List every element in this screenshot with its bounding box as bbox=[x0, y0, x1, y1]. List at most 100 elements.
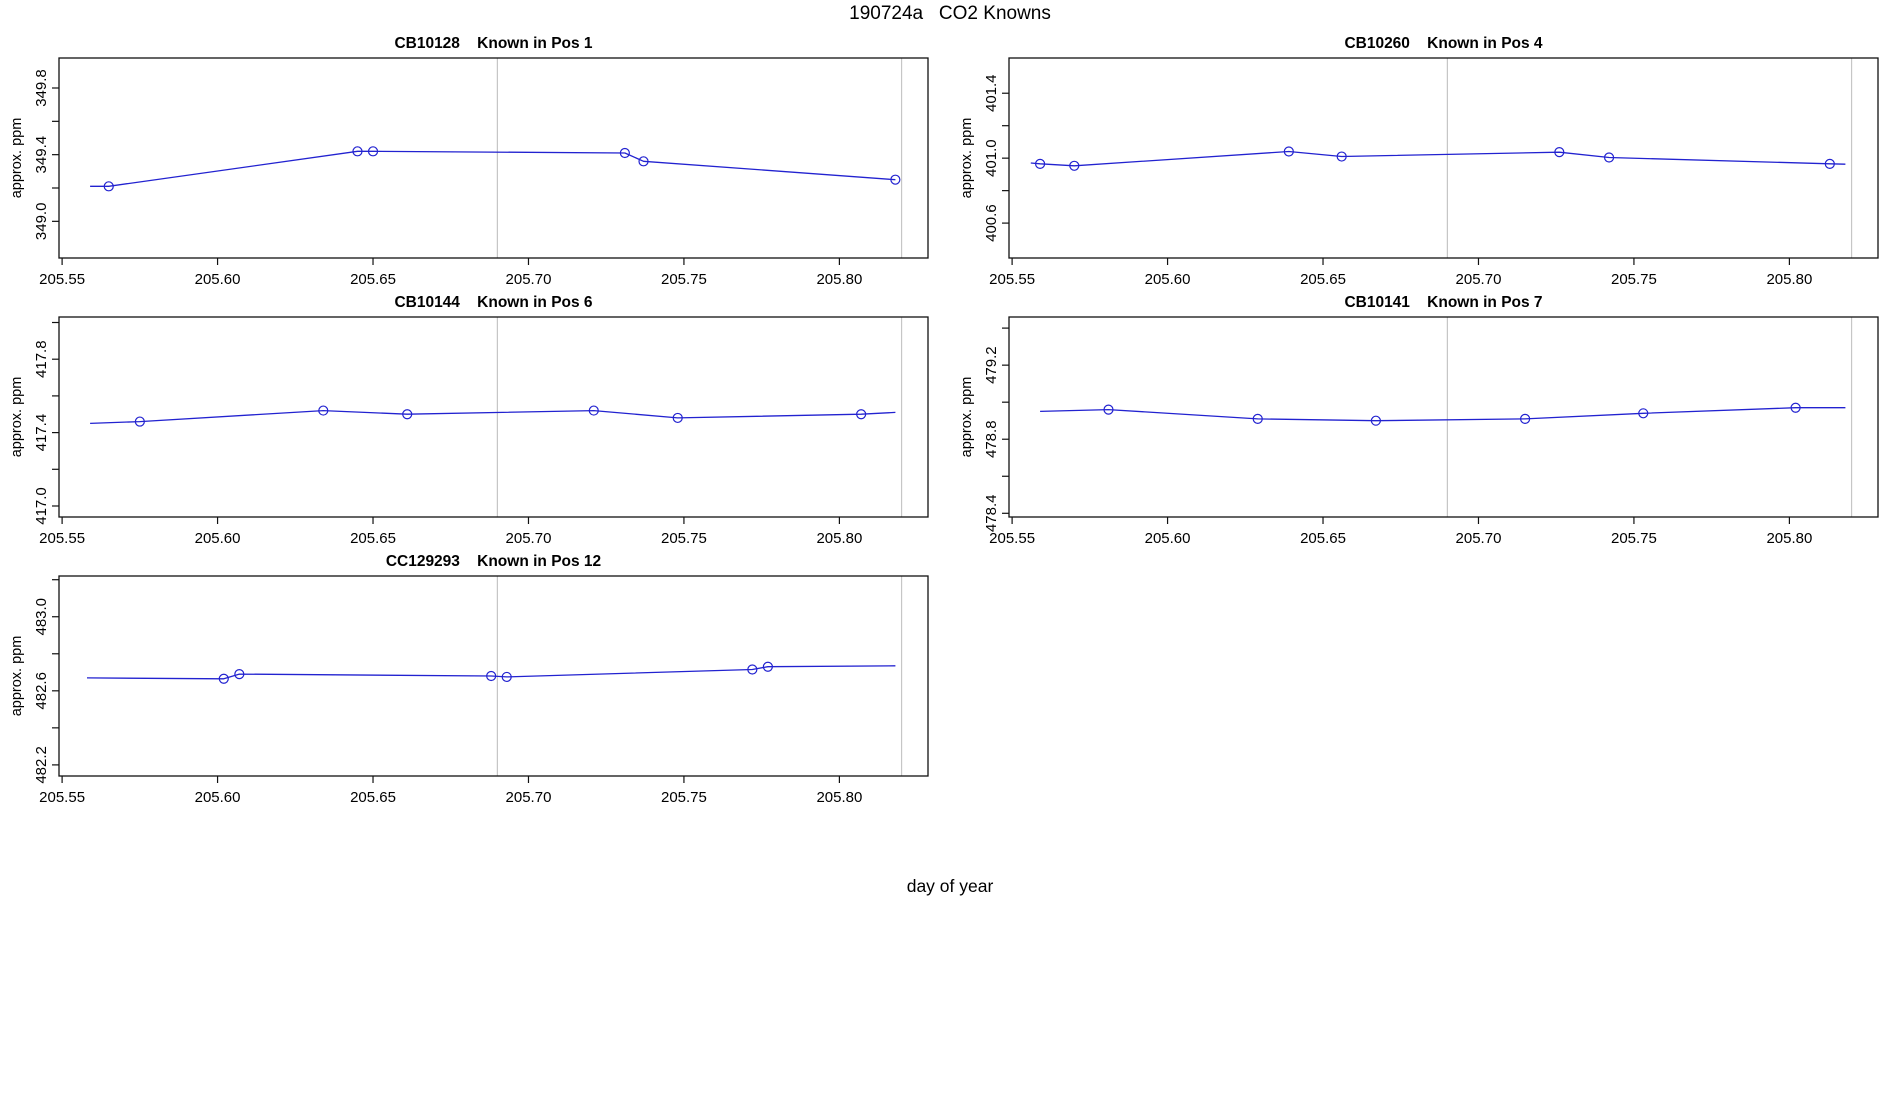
data-point bbox=[1283, 146, 1294, 157]
data-point bbox=[234, 669, 245, 680]
y-tick-label: 417.8 bbox=[33, 340, 50, 378]
y-axis-label: approx. ppm bbox=[959, 118, 975, 199]
x-tick-label: 205.65 bbox=[350, 530, 396, 547]
y-axis-label: approx. ppm bbox=[9, 118, 25, 199]
subplot-cc129293: 205.55 205.60 205.65 205.70 205.75 205.80 482.… bbox=[9, 553, 929, 806]
data-point bbox=[1824, 158, 1835, 169]
x-tick-label: 205.60 bbox=[1145, 271, 1191, 288]
data-point bbox=[1252, 413, 1263, 424]
data-point bbox=[318, 405, 329, 416]
data-point bbox=[890, 174, 901, 185]
subplot-title: CB10141 Known in Pos 7 bbox=[1344, 294, 1542, 311]
subplot-title: CB10144 Known in Pos 6 bbox=[394, 294, 592, 311]
x-tick-label: 205.80 bbox=[816, 530, 862, 547]
data-point bbox=[1554, 147, 1565, 158]
subplot-cb10141: 205.55 205.60 205.65 205.70 205.75 205.80 478.… bbox=[959, 294, 1879, 547]
data-point bbox=[619, 147, 630, 159]
x-tick-label: 205.75 bbox=[661, 530, 707, 547]
subplot-title: CB10260 Known in Pos 4 bbox=[1344, 35, 1542, 52]
data-point bbox=[367, 146, 379, 157]
x-tick-label: 205.75 bbox=[661, 271, 707, 288]
x-tick-label: 205.65 bbox=[1300, 271, 1346, 288]
data-line bbox=[90, 409, 896, 425]
x-tick-label: 205.70 bbox=[506, 789, 552, 806]
y-tick-label: 479.2 bbox=[983, 346, 1000, 384]
y-tick-label: 478.4 bbox=[983, 495, 1000, 533]
x-tick-label: 205.70 bbox=[1456, 271, 1502, 288]
y-tick-label: 401.4 bbox=[983, 74, 1000, 112]
data-point bbox=[103, 181, 114, 192]
x-tick-label: 205.80 bbox=[1766, 530, 1812, 547]
data-point bbox=[638, 156, 649, 167]
x-tick-label: 205.55 bbox=[39, 271, 85, 288]
subplot-title: CB10128 Known in Pos 1 bbox=[394, 35, 592, 52]
data-point bbox=[1069, 160, 1080, 171]
y-axis-label: approx. ppm bbox=[9, 377, 25, 458]
plot-box bbox=[58, 575, 929, 777]
data-line bbox=[1040, 407, 1846, 422]
subplot-title: CC129293 Known in Pos 12 bbox=[386, 553, 601, 570]
data-point bbox=[1103, 404, 1114, 415]
figure-title: 190724a CO2 Knowns bbox=[849, 3, 1051, 24]
data-line bbox=[90, 150, 896, 187]
y-tick-label: 349.0 bbox=[33, 203, 50, 241]
plot-box bbox=[58, 316, 929, 518]
data-point bbox=[1370, 415, 1381, 426]
x-tick-label: 205.70 bbox=[506, 530, 552, 547]
x-tick-label: 205.65 bbox=[350, 271, 396, 288]
y-axis-label: approx. ppm bbox=[9, 636, 25, 717]
data-point bbox=[486, 670, 497, 682]
outer-x-label: day of year bbox=[906, 876, 994, 896]
y-tick-label: 417.0 bbox=[33, 487, 50, 525]
y-tick-label: 483.0 bbox=[33, 598, 50, 636]
y-tick-label: 482.2 bbox=[33, 746, 50, 784]
y-tick-label: 417.4 bbox=[33, 414, 50, 452]
subplot-cb10128: 205.55 205.60 205.65 205.70 205.75 205.80 349.… bbox=[9, 35, 929, 288]
data-line bbox=[1030, 150, 1846, 167]
y-tick-label: 400.6 bbox=[983, 204, 1000, 242]
x-tick-label: 205.75 bbox=[1611, 271, 1657, 288]
data-point bbox=[1336, 151, 1347, 162]
plot-box bbox=[58, 57, 929, 259]
data-point bbox=[1520, 413, 1531, 424]
x-tick-label: 205.75 bbox=[1611, 530, 1657, 547]
data-point bbox=[1603, 152, 1615, 163]
x-tick-label: 205.70 bbox=[1456, 530, 1502, 547]
x-tick-label: 205.80 bbox=[1766, 271, 1812, 288]
x-tick-label: 205.80 bbox=[816, 271, 862, 288]
y-tick-label: 349.4 bbox=[33, 136, 50, 174]
data-point bbox=[501, 671, 512, 683]
data-point bbox=[762, 661, 773, 672]
x-tick-label: 205.60 bbox=[195, 789, 241, 806]
y-tick-label: 401.0 bbox=[983, 139, 1000, 177]
x-tick-label: 205.55 bbox=[39, 789, 85, 806]
x-tick-label: 205.60 bbox=[1145, 530, 1191, 547]
y-axis-label: approx. ppm bbox=[959, 377, 975, 458]
y-tick-label: 349.8 bbox=[33, 69, 50, 107]
subplot-cb10260: 205.55 205.60 205.65 205.70 205.75 205.80 400.… bbox=[959, 35, 1879, 288]
plot-box bbox=[1008, 57, 1879, 259]
x-tick-label: 205.60 bbox=[195, 530, 241, 547]
data-point bbox=[218, 673, 229, 684]
subplot-cb10144: 205.55 205.60 205.65 205.70 205.75 205.80 417.… bbox=[9, 294, 929, 547]
x-tick-label: 205.55 bbox=[989, 530, 1035, 547]
y-tick-label: 482.6 bbox=[33, 672, 50, 710]
data-point bbox=[672, 412, 683, 424]
x-tick-label: 205.70 bbox=[506, 271, 552, 288]
x-tick-label: 205.80 bbox=[816, 789, 862, 806]
data-point bbox=[1790, 402, 1801, 413]
data-point bbox=[402, 409, 413, 420]
data-point bbox=[1034, 158, 1046, 169]
x-tick-label: 205.65 bbox=[1300, 530, 1346, 547]
x-tick-label: 205.60 bbox=[195, 271, 241, 288]
data-point bbox=[856, 409, 867, 420]
y-tick-label: 478.8 bbox=[983, 420, 1000, 458]
plot-box bbox=[1008, 316, 1879, 518]
data-point bbox=[352, 146, 363, 157]
data-point bbox=[747, 664, 758, 675]
data-point bbox=[1638, 408, 1649, 419]
data-point bbox=[134, 416, 145, 427]
x-tick-label: 205.55 bbox=[989, 271, 1035, 288]
